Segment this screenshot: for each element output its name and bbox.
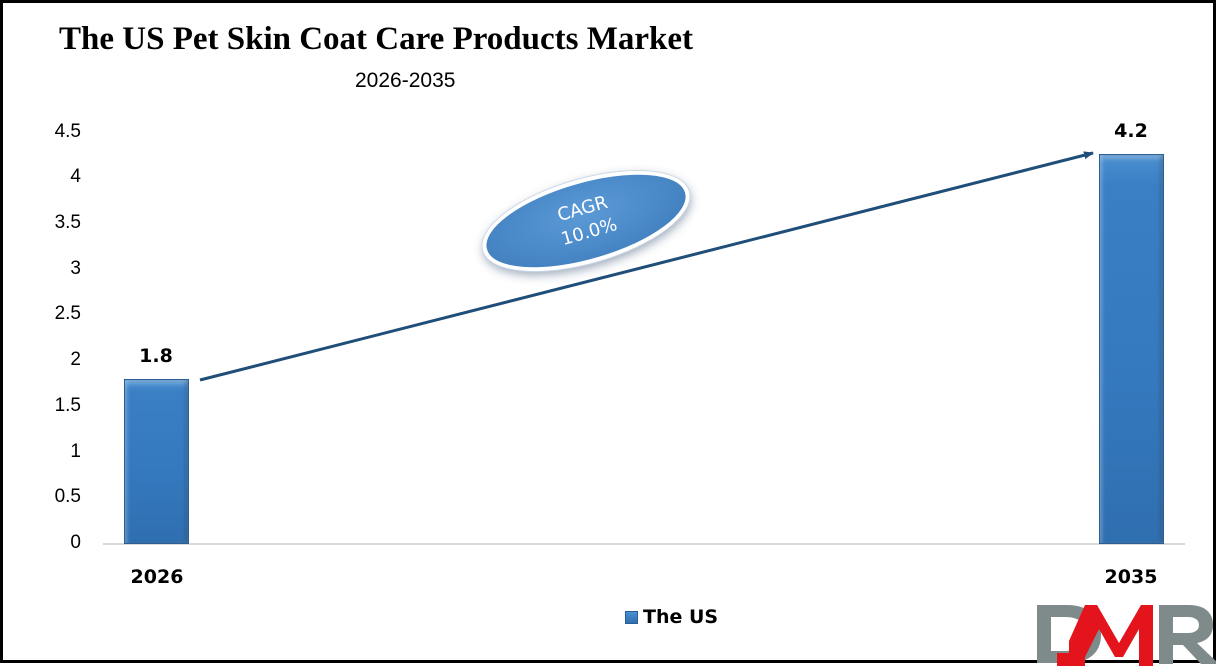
bar-2026 bbox=[124, 379, 189, 544]
legend: The US bbox=[625, 606, 718, 628]
data-label-2035: 4.2 bbox=[1114, 120, 1148, 142]
chart-subtitle: 2026-2035 bbox=[355, 69, 456, 92]
y-tick: 3.5 bbox=[54, 212, 81, 233]
y-tick: 4.5 bbox=[54, 121, 81, 142]
y-tick: 2 bbox=[70, 349, 81, 370]
data-label-2026: 1.8 bbox=[139, 345, 173, 367]
x-label-2035: 2035 bbox=[1104, 566, 1158, 588]
dmr-logo-icon bbox=[1037, 605, 1216, 666]
bar-2035 bbox=[1099, 154, 1164, 544]
y-tick: 1 bbox=[70, 441, 81, 462]
legend-swatch-icon bbox=[625, 610, 638, 624]
growth-arrow-icon bbox=[199, 151, 1094, 382]
y-tick: 2.5 bbox=[54, 303, 81, 324]
y-tick: 0.5 bbox=[54, 486, 81, 507]
chart-title: The US Pet Skin Coat Care Products Marke… bbox=[59, 21, 693, 57]
y-tick: 0 bbox=[70, 532, 81, 553]
y-tick: 4 bbox=[70, 166, 81, 187]
legend-label: The US bbox=[643, 606, 719, 628]
y-tick: 1.5 bbox=[54, 395, 81, 416]
x-label-2026: 2026 bbox=[130, 566, 184, 588]
y-tick: 3 bbox=[70, 258, 81, 279]
x-axis-line bbox=[103, 543, 1185, 545]
